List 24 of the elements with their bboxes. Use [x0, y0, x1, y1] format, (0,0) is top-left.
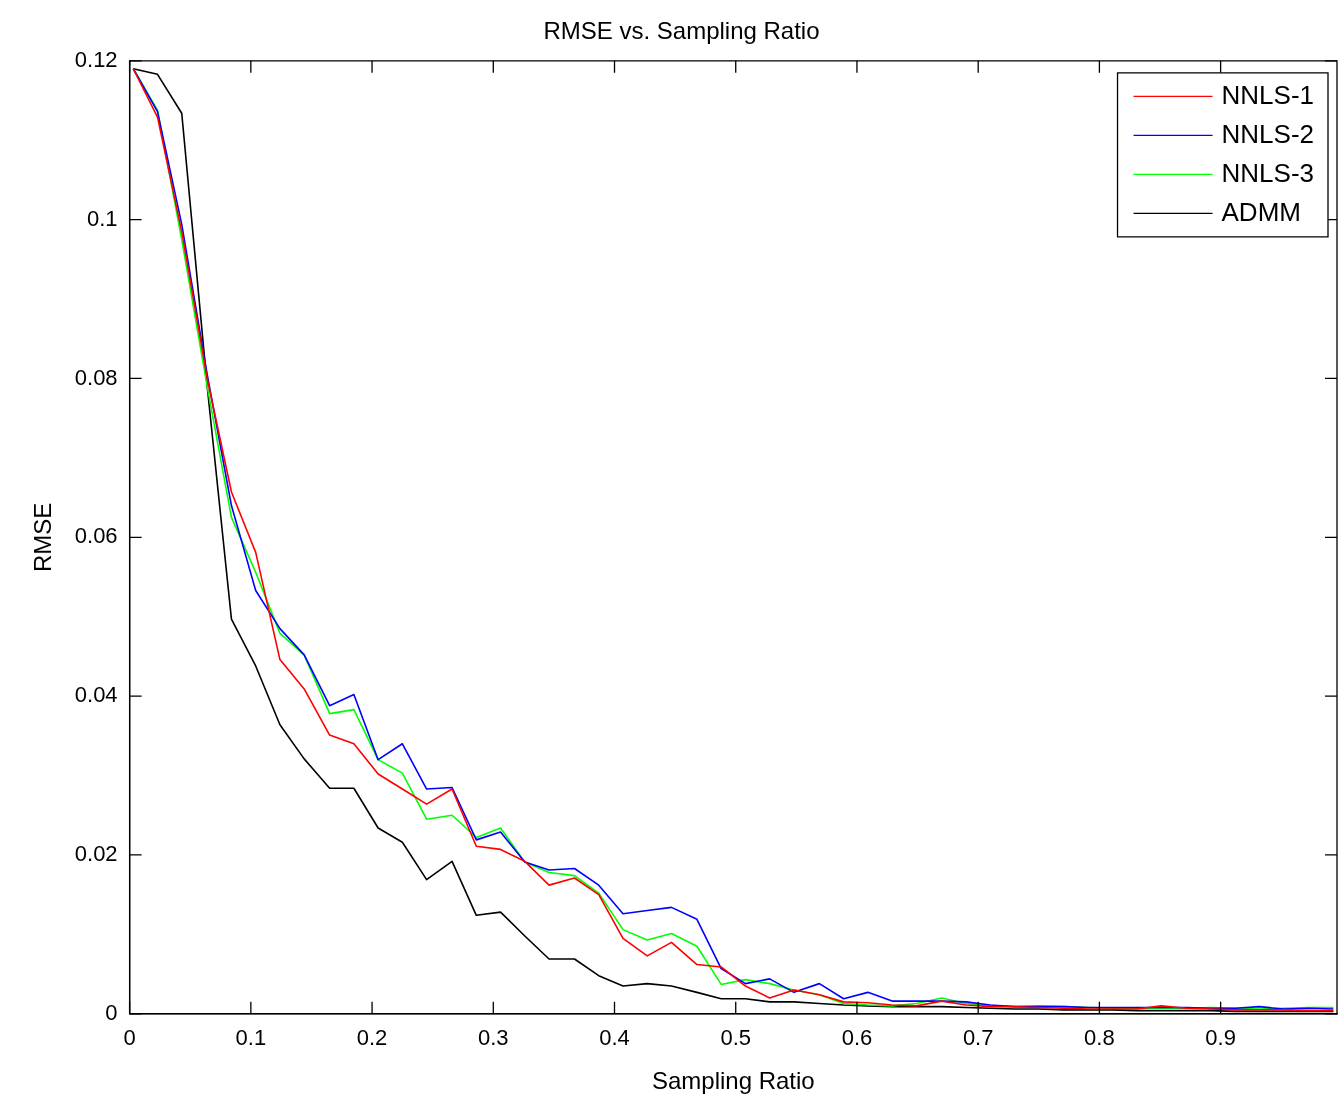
- x-tick-label: 0.1: [235, 1025, 267, 1051]
- x-axis-title: Sampling Ratio: [651, 1067, 815, 1095]
- y-tick-label: 0.1: [87, 205, 118, 231]
- x-tick-label: 0.8: [1084, 1025, 1115, 1051]
- legend-label: NNLS-3: [1221, 158, 1315, 189]
- y-tick-label: 0.04: [74, 682, 118, 708]
- y-tick-label: 0.12: [74, 46, 118, 72]
- chart-title: RMSE vs. Sampling Ratio: [543, 17, 820, 45]
- x-tick-label: 0.9: [1205, 1025, 1236, 1051]
- y-tick-label: 0.02: [74, 841, 118, 867]
- legend-label: NNLS-2: [1221, 119, 1315, 150]
- y-tick-label: 0.08: [74, 364, 118, 390]
- x-tick-label: 0.7: [962, 1025, 994, 1051]
- x-tick-label: 0.6: [841, 1025, 873, 1051]
- x-tick-label: 0: [123, 1025, 136, 1051]
- x-tick-label: 0.3: [477, 1025, 509, 1051]
- x-tick-label: 0.4: [599, 1025, 630, 1051]
- legend-label: NNLS-1: [1221, 80, 1315, 111]
- x-tick-label: 0.5: [720, 1025, 752, 1051]
- legend-label: ADMM: [1221, 197, 1301, 228]
- y-axis-title: RMSE: [29, 502, 57, 572]
- y-tick-label: 0.06: [74, 523, 118, 549]
- y-tick-label: 0: [105, 999, 118, 1025]
- x-tick-label: 0.2: [356, 1025, 388, 1051]
